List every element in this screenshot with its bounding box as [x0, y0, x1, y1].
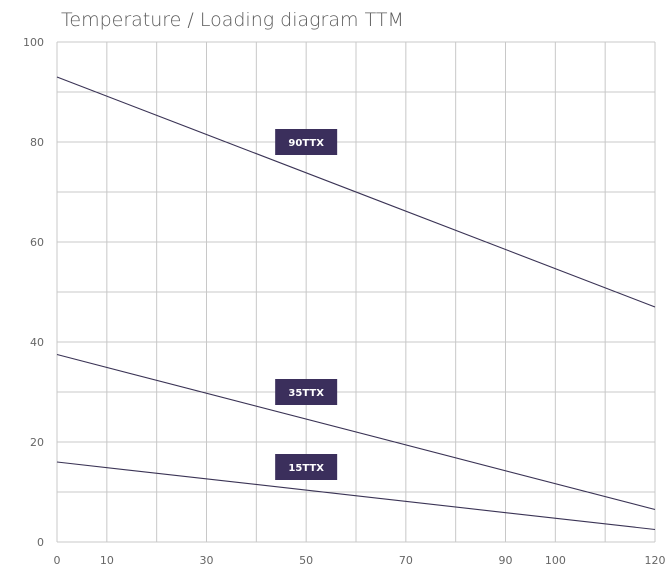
x-tick-label: 0	[54, 554, 61, 567]
series-line-15ttx	[56, 461, 656, 531]
y-tick-label: 60	[30, 236, 44, 249]
x-tick-label: 100	[545, 554, 566, 567]
y-tick-label: 80	[30, 136, 44, 149]
x-tick-label: 50	[299, 554, 313, 567]
series-label-box	[275, 379, 338, 405]
chart-title: Temperature / Loading diagram TTM	[61, 9, 404, 31]
series-line-35ttx	[56, 353, 656, 511]
series-label-15ttx: 15TTX	[275, 454, 338, 480]
x-tick-label: 70	[399, 554, 413, 567]
y-tick-label: 40	[30, 336, 44, 349]
series-lines	[56, 76, 656, 531]
series-line-90ttx	[56, 76, 656, 308]
y-tick-label: 0	[37, 536, 44, 549]
x-tick-label: 30	[200, 554, 214, 567]
y-tick-label: 20	[30, 436, 44, 449]
y-tick-label: 100	[23, 36, 44, 49]
series-label-text: 15TTX	[288, 463, 324, 474]
grid	[56, 41, 656, 543]
y-axis-ticks: 0 20 40 60 80 100	[23, 36, 44, 549]
series-label-text: 35TTX	[288, 388, 324, 399]
series-label-35ttx: 35TTX	[275, 379, 338, 405]
x-tick-label: 10	[100, 554, 114, 567]
series-labels: 90TTX 35TTX 15TTX	[275, 129, 338, 480]
series-label-box	[275, 454, 338, 480]
series-label-box	[275, 129, 338, 155]
x-tick-label: 120	[645, 554, 666, 567]
x-axis-ticks: 0 10 30 50 70 90 100 120	[54, 554, 666, 567]
series-label-90ttx: 90TTX	[275, 129, 338, 155]
series-label-text: 90TTX	[288, 138, 324, 149]
x-tick-label: 90	[499, 554, 513, 567]
